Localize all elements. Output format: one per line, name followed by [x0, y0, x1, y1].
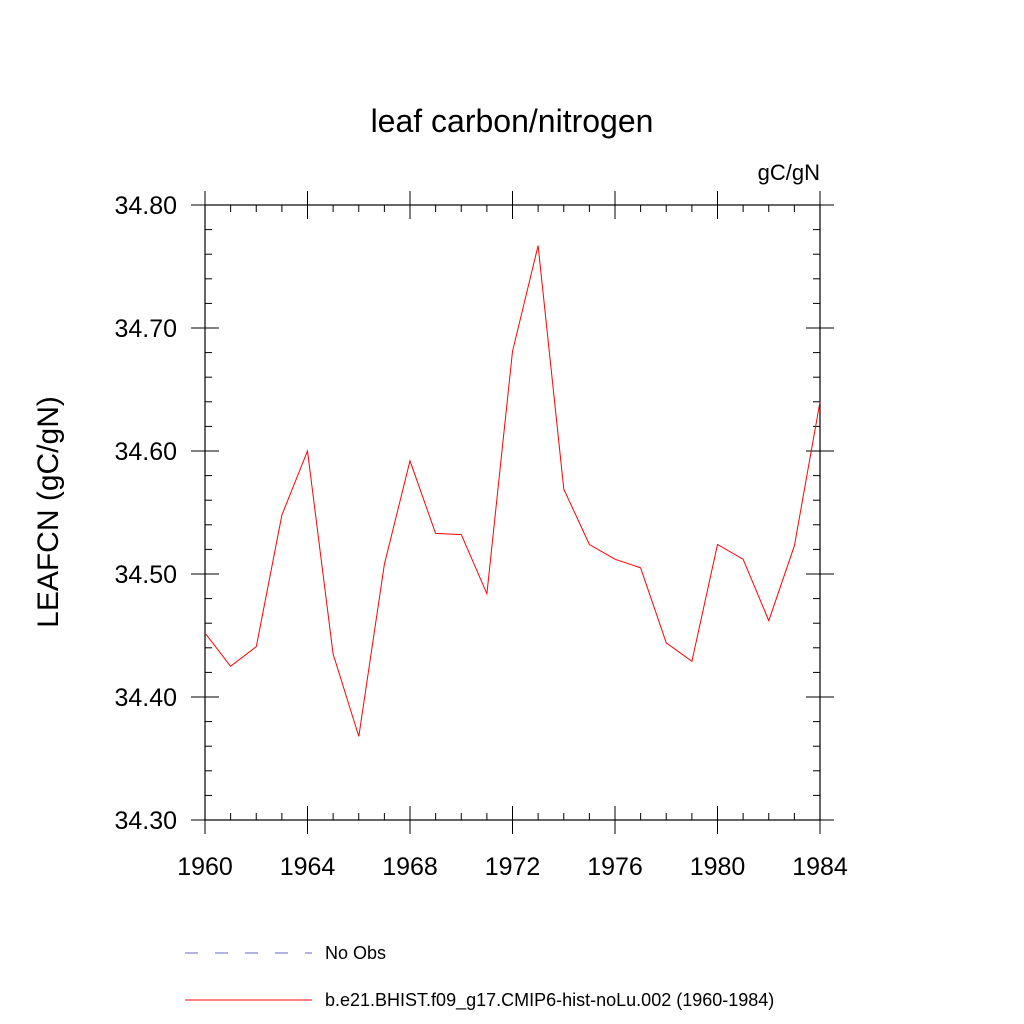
x-tick-label: 1980 [690, 853, 746, 881]
data-point [409, 460, 410, 461]
data-point [384, 564, 385, 565]
y-tick-label: 34.70 [114, 315, 177, 343]
plot-frame [204, 204, 821, 821]
y-axis-label: LEAFCN (gC/gN) [32, 396, 65, 628]
x-tick-label: 1964 [280, 853, 336, 881]
data-point [204, 632, 205, 633]
chart-title: leaf carbon/nitrogen [371, 103, 654, 139]
data-point [538, 245, 539, 246]
x-tick-label: 1968 [382, 853, 438, 881]
legend-label: b.e21.BHIST.f09_g17.CMIP6-hist-noLu.002 … [325, 990, 774, 1011]
data-point [717, 544, 718, 545]
data-point [614, 559, 615, 560]
units-label: gC/gN [758, 160, 820, 185]
data-point [230, 666, 231, 667]
data-point [435, 533, 436, 534]
data-point [640, 567, 641, 568]
plot-axes: 1960 1964 1968 1972 1976 1980 1984 34.30 34.40 34… [114, 191, 848, 881]
y-tick-label: 34.30 [114, 807, 177, 835]
x-tick-label: 1960 [177, 853, 233, 881]
series-line [204, 245, 821, 737]
data-point [743, 559, 744, 560]
y-tick-label: 34.60 [114, 438, 177, 466]
data-point [691, 661, 692, 662]
data-point [358, 736, 359, 737]
data-point [589, 544, 590, 545]
data-point [794, 545, 795, 546]
x-tick-label: 1976 [587, 853, 643, 881]
data-point [486, 593, 487, 594]
data-point [333, 653, 334, 654]
data-point [563, 489, 564, 490]
data-point [512, 351, 513, 352]
y-tick-label: 34.80 [114, 192, 177, 220]
data-point [256, 646, 257, 647]
x-tick-label: 1972 [485, 853, 541, 881]
data-point [819, 401, 820, 402]
y-tick-label: 34.50 [114, 561, 177, 589]
data-point [307, 450, 308, 451]
legend: No Obs b.e21.BHIST.f09_g17.CMIP6-hist-noL… [185, 943, 774, 1011]
data-point [666, 642, 667, 643]
y-tick-label: 34.40 [114, 684, 177, 712]
legend-label: No Obs [325, 943, 386, 963]
x-tick-label: 1984 [792, 853, 848, 881]
data-point [281, 514, 282, 515]
data-point [461, 534, 462, 535]
series-layer [204, 245, 821, 737]
data-point [768, 620, 769, 621]
